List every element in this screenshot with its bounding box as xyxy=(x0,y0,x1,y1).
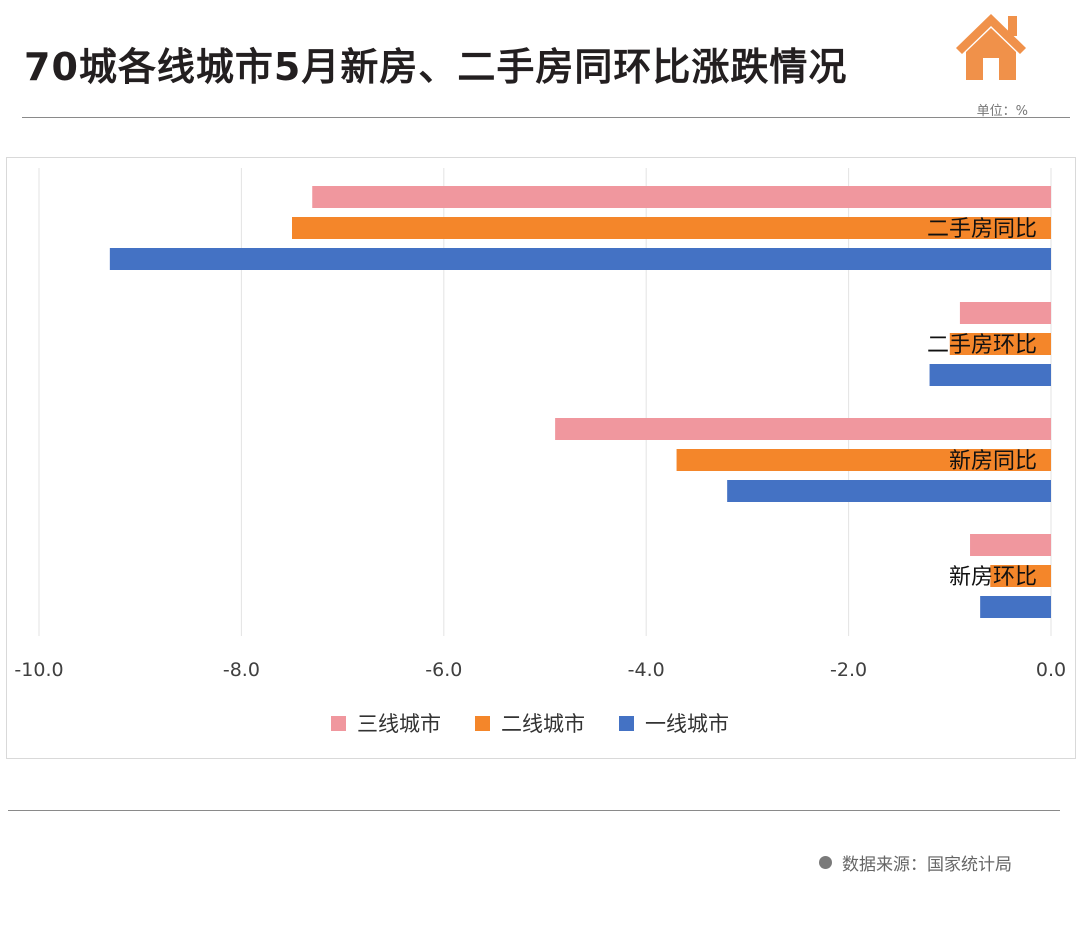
bar xyxy=(990,565,1051,587)
bar xyxy=(292,217,1051,239)
legend: 三线城市 二线城市 一线城市 xyxy=(331,712,729,736)
bar xyxy=(949,333,1051,355)
bar xyxy=(980,596,1051,618)
circle-icon xyxy=(819,856,832,869)
house-icon xyxy=(956,14,1026,80)
legend-label: 二线城市 xyxy=(501,712,585,736)
legend-swatch xyxy=(619,716,634,731)
grid-lines xyxy=(38,168,1052,636)
legend-swatch xyxy=(475,716,490,731)
bar xyxy=(959,302,1051,324)
category-label: 新房同比 xyxy=(949,449,1037,474)
chart-title: 70城各线城市5月新房、二手房同环比涨跌情况 xyxy=(24,45,848,89)
chart-area: 二手房同比二手房环比新房同比新房环比 -10.0 -8.0 -6.0 -4.0 -2.0… xyxy=(6,157,1076,759)
legend-swatch xyxy=(331,716,346,731)
category-label: 二手房同比 xyxy=(927,217,1037,242)
x-tick-label: -8.0 xyxy=(223,659,260,681)
unit-label: 单位：% xyxy=(976,104,1028,119)
category-label: 二手房环比 xyxy=(927,333,1037,358)
legend-label: 三线城市 xyxy=(357,712,441,736)
x-tick-label: -4.0 xyxy=(628,659,665,681)
bar xyxy=(727,480,1051,502)
bar xyxy=(676,449,1051,471)
category-label: 新房环比 xyxy=(949,565,1037,590)
bar xyxy=(555,418,1051,440)
x-tick-label: -2.0 xyxy=(830,659,867,681)
legend-label: 一线城市 xyxy=(645,712,729,736)
source-text: 数据来源：国家统计局 xyxy=(842,855,1012,875)
bar xyxy=(970,534,1051,556)
bar xyxy=(929,364,1051,386)
x-tick-label: -10.0 xyxy=(14,659,63,681)
x-tick-label: 0.0 xyxy=(1036,659,1066,681)
header-divider xyxy=(22,117,1070,118)
x-axis-ticks: -10.0 -8.0 -6.0 -4.0 -2.0 0.0 xyxy=(14,659,1066,681)
bar xyxy=(109,248,1052,270)
bar xyxy=(312,186,1051,208)
x-tick-label: -6.0 xyxy=(425,659,462,681)
data-source: 数据来源：国家统计局 xyxy=(819,850,1012,875)
footer-divider xyxy=(8,810,1060,811)
bars xyxy=(109,186,1052,618)
